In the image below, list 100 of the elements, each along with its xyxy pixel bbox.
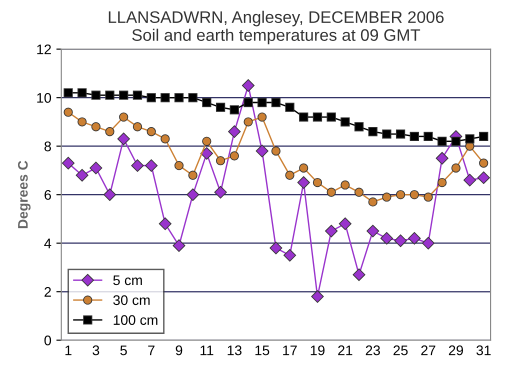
point	[325, 224, 338, 238]
point	[216, 156, 226, 166]
point	[326, 188, 336, 197]
y-tick-label: 6	[44, 190, 51, 200]
x-tick-label: 15	[255, 346, 270, 356]
point	[394, 234, 407, 248]
point	[354, 188, 364, 197]
point	[352, 268, 366, 282]
point	[451, 136, 461, 146]
point	[119, 90, 128, 100]
point	[285, 102, 294, 112]
y-tick-label: 12	[37, 44, 51, 54]
x-tick-label: 27	[421, 345, 436, 356]
point	[78, 117, 87, 126]
point	[283, 248, 296, 262]
point	[256, 144, 268, 158]
point	[146, 93, 156, 102]
point	[477, 171, 490, 184]
point	[479, 132, 488, 142]
x-tick-label: 21	[338, 345, 352, 356]
y-tick-label: 2	[44, 287, 51, 297]
point	[78, 88, 87, 98]
point	[230, 151, 239, 160]
legend-label: 100 cm	[114, 315, 158, 325]
point	[396, 190, 406, 200]
point	[368, 197, 378, 207]
point	[160, 134, 170, 144]
point	[172, 239, 186, 252]
point	[188, 170, 198, 180]
point	[216, 102, 226, 112]
point	[366, 224, 380, 238]
point	[368, 127, 378, 136]
point	[438, 178, 447, 188]
point	[119, 112, 128, 122]
point	[396, 129, 406, 139]
x-tick-label: 23	[366, 345, 380, 356]
point	[244, 117, 253, 126]
point	[202, 136, 212, 146]
point	[64, 108, 73, 117]
point	[340, 117, 350, 126]
point	[326, 112, 336, 122]
point	[311, 290, 324, 303]
x-tick-label: 31	[476, 345, 491, 356]
y-tick-label: 4	[44, 238, 52, 248]
point	[424, 192, 433, 202]
point	[132, 122, 142, 132]
point	[479, 158, 488, 168]
point	[463, 174, 476, 186]
point	[103, 188, 116, 201]
point	[188, 93, 198, 102]
point	[230, 105, 239, 114]
point	[436, 152, 448, 165]
legend-label: 5 cm	[113, 275, 142, 286]
point	[299, 112, 308, 122]
y-tick-label: 10	[37, 92, 52, 103]
point	[258, 112, 267, 122]
point	[408, 232, 421, 245]
point	[132, 90, 142, 100]
point	[410, 190, 419, 200]
x-tick-label: 1	[65, 346, 72, 356]
point	[117, 132, 130, 146]
point	[158, 217, 172, 230]
y-axis-title: Degrees C	[18, 160, 31, 228]
legend-label: 30 cm	[113, 295, 150, 306]
point	[382, 192, 392, 202]
point	[186, 188, 200, 201]
y-tick-label: 8	[44, 141, 51, 152]
point	[91, 122, 101, 132]
point	[91, 90, 101, 100]
point	[146, 127, 156, 136]
point	[354, 122, 364, 132]
point	[244, 98, 253, 108]
point	[340, 180, 350, 190]
point	[271, 146, 281, 156]
x-tick-label: 13	[228, 345, 242, 356]
point	[105, 90, 114, 100]
x-tick-label: 17	[283, 346, 297, 356]
point	[214, 186, 227, 199]
point	[174, 93, 184, 102]
point	[76, 168, 88, 182]
point	[380, 232, 394, 245]
point	[271, 98, 281, 108]
point	[285, 170, 294, 180]
point	[438, 136, 447, 146]
x-tick-label: 9	[176, 345, 182, 356]
point	[465, 134, 474, 144]
point	[451, 163, 461, 173]
point	[131, 159, 144, 172]
point	[410, 132, 419, 142]
point	[228, 125, 241, 138]
point	[90, 162, 102, 174]
x-tick-label: 11	[200, 346, 214, 356]
point	[297, 176, 310, 189]
point	[200, 147, 214, 160]
point	[258, 98, 267, 108]
x-tick-label: 7	[148, 346, 154, 356]
point	[62, 156, 75, 170]
point	[382, 129, 392, 139]
point	[64, 88, 73, 98]
point	[312, 112, 322, 122]
